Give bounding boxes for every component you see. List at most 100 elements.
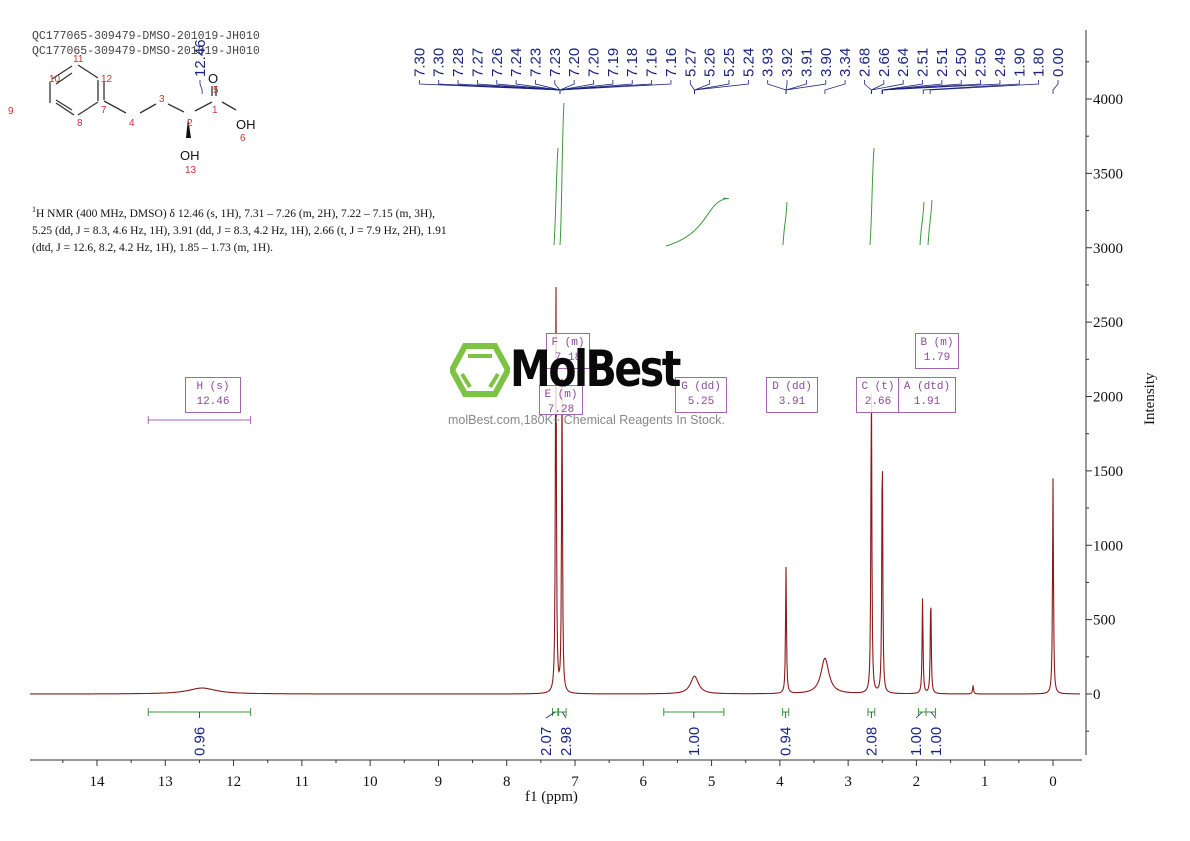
x-tick-label: 12 xyxy=(226,774,241,790)
y-tick-label: 500 xyxy=(1093,613,1116,629)
peak-label: 7.20 xyxy=(566,48,583,77)
atom-label-7: 7 xyxy=(101,105,107,116)
peak-label: 3.90 xyxy=(818,48,835,77)
multiplet-box: D (dd) 3.91 xyxy=(766,377,818,413)
x-tick-label: 1 xyxy=(981,774,989,790)
peak-label: 2.66 xyxy=(876,48,893,77)
atom-label-8: 8 xyxy=(77,118,83,129)
peak-label: 7.24 xyxy=(508,48,525,77)
integral-value: 0.94 xyxy=(778,727,795,756)
peak-label: 7.26 xyxy=(489,48,506,77)
peak-label: 7.28 xyxy=(450,48,467,77)
x-tick-label: 4 xyxy=(776,774,784,790)
peak-label: 2.50 xyxy=(973,48,990,77)
peak-label: 7.16 xyxy=(644,48,661,77)
peak-label: 1.90 xyxy=(1011,48,1028,77)
x-tick-label: 8 xyxy=(503,774,511,790)
atom-label-6: 6 xyxy=(240,133,246,144)
x-tick-label: 13 xyxy=(158,774,173,790)
peak-label: 2.64 xyxy=(895,48,912,77)
chemical-structure: 9 10 11 12 7 8 4 3 2 1 5 6 13 O OH OH xyxy=(8,55,256,176)
peak-label: 3.93 xyxy=(760,48,777,77)
sample-id-line-1: QC177065-309479-DMSO-201019-JH010 xyxy=(32,30,260,43)
peak-label: 0.00 xyxy=(1050,48,1067,77)
multiplet-box: B (m) 1.79 xyxy=(915,333,959,369)
integral-value: 0.96 xyxy=(191,727,208,756)
peak-label: 7.30 xyxy=(411,48,428,77)
peak-label: 5.24 xyxy=(740,48,757,77)
peak-label: 2.49 xyxy=(992,48,1009,77)
atom-label-5: 5 xyxy=(213,85,219,96)
peak-label: 2.50 xyxy=(953,48,970,77)
peak-label: 7.19 xyxy=(605,48,622,77)
peak-label: 5.27 xyxy=(682,48,699,77)
x-axis-title: f1 (ppm) xyxy=(525,789,578,805)
watermark-brand: MolBest xyxy=(510,340,681,398)
x-tick-label: 7 xyxy=(571,774,579,790)
svg-text:O: O xyxy=(208,71,218,86)
integral-value: 2.08 xyxy=(863,727,880,756)
peak-label: 7.20 xyxy=(586,48,603,77)
peak-label: 7.27 xyxy=(469,48,486,77)
atom-label-3: 3 xyxy=(159,94,165,105)
integral-value: 1.00 xyxy=(686,727,703,756)
multiplet-box: E (m) 7.28 xyxy=(539,385,583,416)
atom-label-1: 1 xyxy=(212,105,218,116)
sample-id-line-2: QC177065-309479-DMSO-201019-JH010 xyxy=(32,45,260,58)
peak-label: 3.92 xyxy=(779,48,796,77)
peak-label: 5.25 xyxy=(721,48,738,77)
peak-label: 3.34 xyxy=(837,48,854,77)
peak-label: 7.23 xyxy=(527,48,544,77)
atom-label-13: 13 xyxy=(185,165,197,176)
atom-label-11: 11 xyxy=(73,55,84,65)
peak-label: 3.91 xyxy=(798,48,815,77)
atom-label-10: 10 xyxy=(49,74,61,85)
peak-label: 12.46 xyxy=(192,39,209,77)
peak-label: 5.26 xyxy=(702,48,719,77)
x-tick-label: 5 xyxy=(708,774,716,790)
integral-curve xyxy=(559,102,565,246)
integral-curve xyxy=(869,147,875,246)
integral-curve xyxy=(553,147,559,246)
integral-curve xyxy=(919,201,925,246)
integral-value: 1.00 xyxy=(908,727,925,756)
integral-value: 2.98 xyxy=(558,727,575,756)
spectrum-line xyxy=(30,286,1080,695)
peak-label: 2.51 xyxy=(915,48,932,77)
peak-label: 2.68 xyxy=(856,48,873,77)
multiplet-box: A (dtd) 1.91 xyxy=(898,377,956,413)
y-tick-label: 3000 xyxy=(1093,241,1123,257)
y-tick-label: 4000 xyxy=(1093,92,1123,108)
svg-text:OH: OH xyxy=(236,117,256,132)
y-tick-label: 0 xyxy=(1093,687,1101,703)
integral-curve xyxy=(927,199,933,246)
multiplet-box: G (dd) 5.25 xyxy=(675,377,727,413)
integral-value: 1.00 xyxy=(928,727,945,756)
x-tick-label: 14 xyxy=(90,774,106,790)
multiplet-box: H (s) 12.46 xyxy=(185,377,241,413)
y-tick-label: 1000 xyxy=(1093,538,1123,554)
multiplet-box: C (t) 2.66 xyxy=(856,377,900,413)
peak-label: 7.23 xyxy=(547,48,564,77)
peak-label: 2.51 xyxy=(934,48,951,77)
peak-label: 7.18 xyxy=(624,48,641,77)
peak-label: 1.80 xyxy=(1031,48,1048,77)
integral-value: 2.07 xyxy=(538,727,555,756)
atom-label-4: 4 xyxy=(129,118,135,129)
x-tick-label: 3 xyxy=(844,774,852,790)
integral-curve xyxy=(782,201,788,246)
x-tick-label: 9 xyxy=(435,774,443,790)
atom-label-12: 12 xyxy=(101,74,113,85)
peak-label: 7.16 xyxy=(663,48,680,77)
y-axis-title: Intensity xyxy=(1142,372,1158,426)
svg-text:OH: OH xyxy=(180,148,200,163)
atom-label-9: 9 xyxy=(8,106,14,117)
x-tick-label: 6 xyxy=(640,774,648,790)
y-tick-label: 3500 xyxy=(1093,166,1123,182)
y-tick-label: 2000 xyxy=(1093,390,1123,406)
y-tick-label: 2500 xyxy=(1093,315,1123,331)
x-tick-label: 2 xyxy=(913,774,921,790)
x-tick-label: 10 xyxy=(363,774,378,790)
